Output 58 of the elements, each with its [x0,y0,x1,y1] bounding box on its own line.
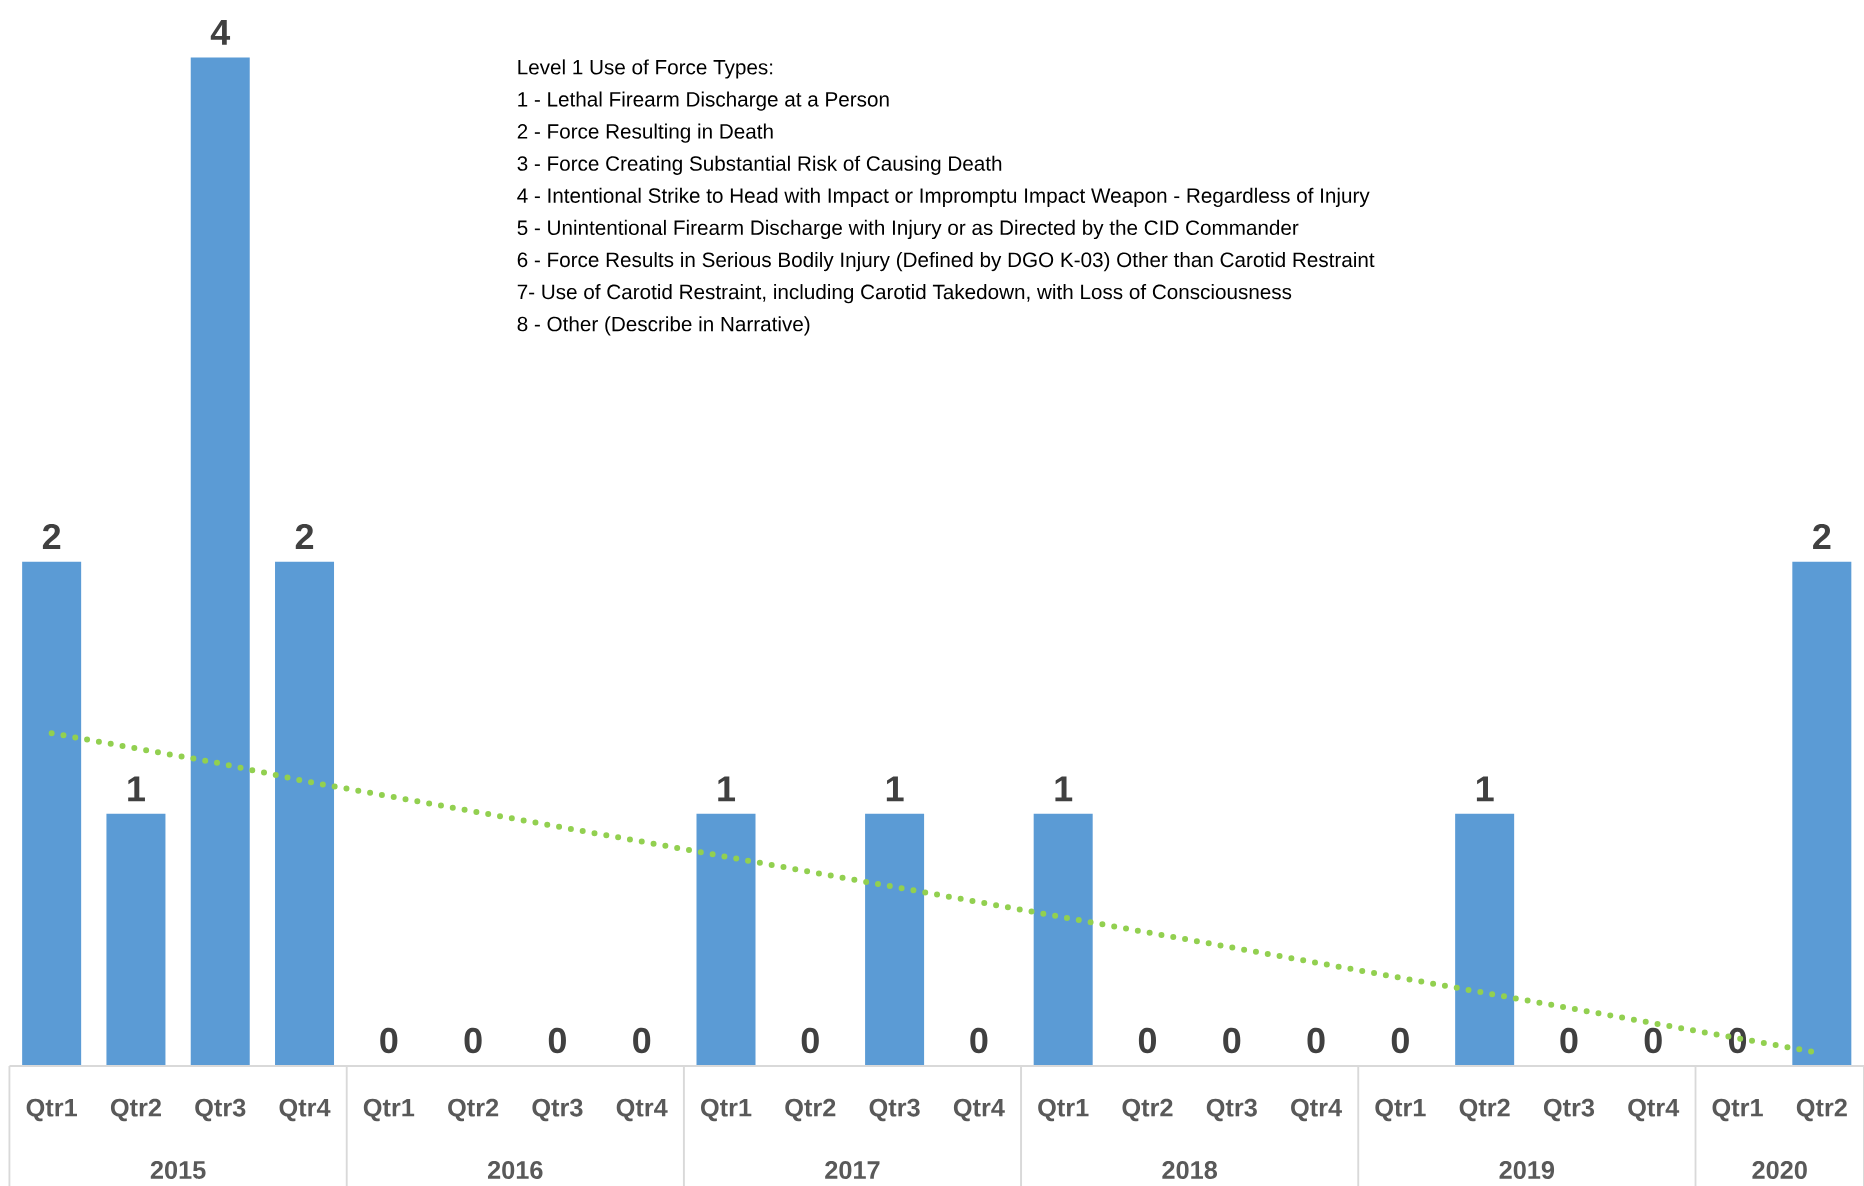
x-tick-label: Qtr3 [532,1098,583,1122]
data-label: 0 [464,1027,482,1054]
x-tick-label: Qtr1 [701,1098,752,1122]
x-tick-label: Qtr3 [1543,1098,1595,1122]
annotation: 4 - Intentional Strike to Head with Impact or Impromptu Impact Weapon - Regardless of Injury [517,187,1370,208]
x-tick-label: Qtr4 [953,1098,1005,1122]
text: 2017 [825,1161,880,1179]
x-tick-label: Qtr1 [1038,1098,1089,1122]
annotation: 6 - Force Results in Serious Bodily Injury (Defined by DGO K-03) Other than Carotid Restraint [517,251,1375,272]
x-tick-label: Qtr4 [1291,1098,1342,1122]
data-label: 1 [886,776,904,802]
data-label: 1 [718,776,736,802]
data-label: 0 [1644,1027,1662,1054]
x-tick-label: Qtr4 [1628,1098,1680,1122]
x-tick-label: Qtr3 [1206,1098,1257,1122]
x-tick-label: Qtr2 [1459,1098,1510,1122]
data-label: 2 [42,523,61,550]
text: 2020 [1752,1161,1807,1179]
text: 2018 [1162,1161,1218,1179]
data-label: 0 [1138,1027,1157,1054]
x-tick-label: Qtr2 [1122,1098,1173,1122]
data-label: 0 [1560,1027,1578,1054]
x-tick-label: Qtr4 [616,1098,668,1122]
x-tick-label: Qtr3 [869,1098,920,1122]
data-label: 0 [970,1027,988,1054]
annotation: 5 - Unintentional Firearm Discharge with Injury or as Directed by the CID Commander [517,219,1299,240]
x-tick-label: Qtr1 [363,1098,415,1122]
text: 2016 [487,1161,543,1179]
data-label: 0 [548,1027,566,1054]
data-label: 2 [1813,523,1831,550]
data-label: 0 [1391,1027,1409,1054]
x-tick-label: Qtr1 [1375,1098,1426,1122]
x-tick-label: Qtr3 [195,1098,246,1122]
x-tick-label: Qtr2 [110,1098,161,1122]
annotation: 8 - Other (Describe in Narrative) [517,316,810,336]
data-label: 0 [633,1027,651,1054]
x-tick-label: Qtr2 [448,1098,499,1122]
data-label: 0 [1223,1027,1241,1054]
data-label: 0 [801,1027,819,1054]
annotation: 3 - Force Creating Substantial Risk of Causing Death [517,155,1002,175]
x-tick-label: Qtr2 [1796,1098,1847,1122]
annotation: Level 1 Use of Force Types: [518,59,773,79]
data-label: 2 [295,523,314,550]
data-label: 0 [380,1027,398,1054]
text: 2015 [150,1161,206,1179]
data-label: 0 [1307,1027,1325,1054]
x-tick-label: Qtr1 [1712,1098,1763,1122]
data-label: 4 [210,19,231,45]
x-tick-label: Qtr2 [785,1098,836,1122]
annotation: 1 - Lethal Firearm Discharge at a Person [518,91,889,111]
x-tick-label: Qtr1 [26,1098,77,1122]
text: 2019 [1499,1161,1555,1179]
data-label: 1 [128,776,145,802]
data-label: 1 [1476,776,1494,802]
data-label: 1 [1055,776,1073,802]
annotation: 7- Use of Carotid Restraint, including Carotid Takedown, with Loss of Consciousness [517,284,1292,304]
annotation: 2 - Force Resulting in Death [517,123,773,143]
x-tick-label: Qtr4 [279,1098,331,1122]
